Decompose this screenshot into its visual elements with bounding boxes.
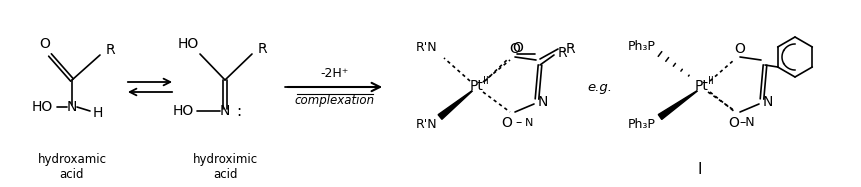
Text: e.g.: e.g. [587, 80, 612, 94]
Text: R: R [565, 42, 575, 56]
Text: R: R [557, 46, 567, 60]
Text: R: R [257, 42, 267, 56]
Text: I: I [697, 162, 703, 177]
Text: N: N [763, 95, 773, 109]
Text: –N: –N [740, 117, 755, 130]
Text: hydroximic
acid: hydroximic acid [193, 153, 257, 181]
Text: H: H [93, 106, 103, 120]
Text: Ph₃P: Ph₃P [628, 119, 656, 131]
Text: O: O [502, 116, 512, 130]
Text: O: O [728, 116, 740, 130]
Text: N: N [538, 95, 548, 109]
Text: R'N: R'N [416, 119, 437, 131]
Text: complexation: complexation [295, 94, 375, 107]
Text: HO: HO [177, 37, 199, 51]
Text: R: R [105, 43, 115, 57]
Text: HO: HO [172, 104, 194, 118]
Polygon shape [438, 91, 472, 119]
Text: II: II [708, 76, 714, 86]
Text: O: O [510, 42, 520, 56]
Text: N: N [67, 100, 77, 114]
Text: N: N [220, 104, 230, 118]
Text: :: : [237, 103, 242, 119]
Text: -2H⁺: -2H⁺ [321, 67, 350, 79]
Polygon shape [659, 91, 697, 119]
Text: O: O [512, 41, 523, 55]
Text: Ph₃P: Ph₃P [628, 39, 656, 53]
Text: –: – [516, 117, 522, 130]
Text: R'N: R'N [416, 41, 437, 53]
Text: Pt: Pt [470, 79, 484, 93]
Text: O: O [40, 37, 51, 51]
Text: hydroxamic
acid: hydroxamic acid [38, 153, 107, 181]
Text: II: II [483, 76, 489, 86]
Text: O: O [734, 42, 746, 56]
Text: N: N [525, 118, 533, 128]
Text: HO: HO [31, 100, 53, 114]
Text: Pt: Pt [695, 79, 709, 93]
